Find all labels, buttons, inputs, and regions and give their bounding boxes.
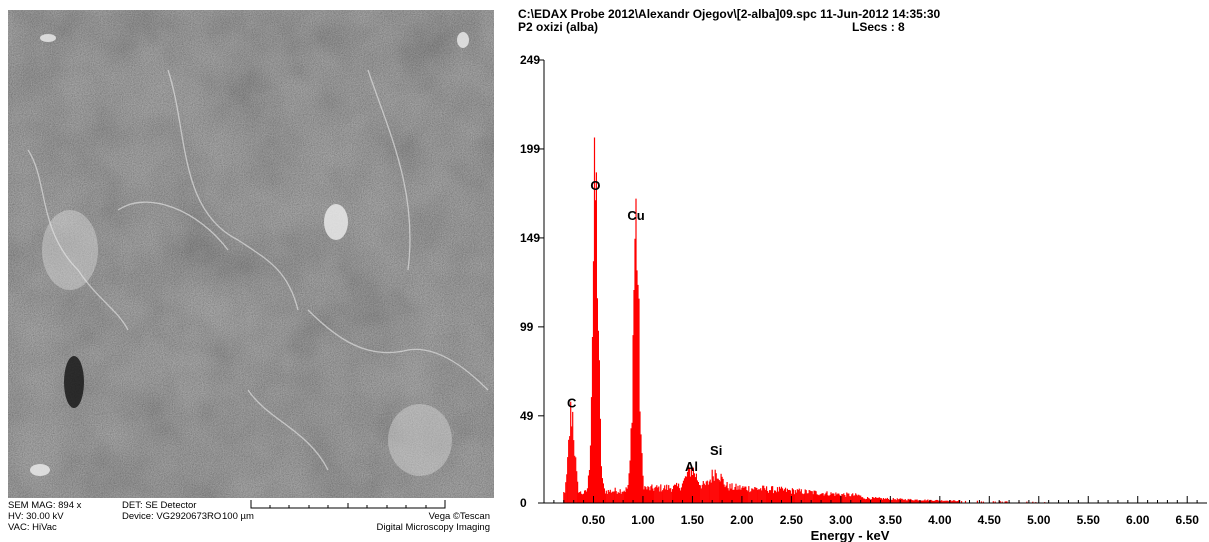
- spectrum-bars: [563, 137, 1046, 503]
- x-tick-label: 6.50: [1176, 513, 1200, 527]
- sem-micrograph: [8, 10, 494, 498]
- peak-label: Si: [710, 443, 722, 458]
- peak-label: Cu: [627, 208, 644, 223]
- y-tick-label: 249: [520, 53, 540, 67]
- sem-panel: SEM MAG: 894 x HV: 30.00 kV VAC: HiVac D…: [8, 10, 494, 542]
- y-tick-label: 199: [520, 142, 540, 156]
- x-tick-label: 5.50: [1077, 513, 1101, 527]
- scale-bar: [250, 500, 446, 509]
- x-axis-title: Energy - keV: [811, 528, 890, 542]
- x-tick-label: 4.00: [928, 513, 952, 527]
- spectrum-header: C:\EDAX Probe 2012\Alexandr Ojegov\[2-al…: [518, 8, 940, 34]
- sem-detector: DET: SE Detector: [122, 500, 197, 511]
- x-tick-label: 5.00: [1027, 513, 1051, 527]
- brand-subtitle: Digital Microscopy Imaging: [376, 522, 490, 533]
- peak-label: Al: [685, 459, 698, 474]
- spectrum-file-path: C:\EDAX Probe 2012\Alexandr Ojegov\[2-al…: [518, 7, 941, 21]
- y-tick-label: 99: [520, 320, 534, 334]
- chart-labels: C O Cu Al Si: [567, 178, 722, 474]
- x-tick-label: 2.00: [730, 513, 754, 527]
- x-tick-label: 2.50: [780, 513, 804, 527]
- x-tick-label: 6.00: [1126, 513, 1150, 527]
- x-tick-label: 4.50: [978, 513, 1002, 527]
- surface-features: [27, 69, 489, 471]
- y-tick-label: 0: [520, 496, 527, 510]
- scale-bar-label: 100 µm: [222, 511, 254, 522]
- sem-hv: HV: 30.00 kV: [8, 511, 64, 522]
- y-tick-label: 149: [520, 231, 540, 245]
- brand-label: Vega ©Tescan: [428, 511, 490, 522]
- spectrum-sample-name: P2 oxizi (alba): [518, 20, 599, 34]
- bright-inclusions: [30, 32, 469, 476]
- sem-vac: VAC: HiVac: [8, 522, 57, 533]
- spectrum-lsecs: LSecs : 8: [852, 20, 905, 34]
- eds-spectrum-chart: 0 49 99 149 199 249 0.50 1.00 1.50 2.00 2.50 3.00 3.…: [520, 53, 1207, 542]
- dark-pit: [64, 356, 84, 408]
- x-tick-label: 0.50: [582, 513, 606, 527]
- peak-label: C: [567, 395, 577, 410]
- chart-axes: 0 49 99 149 199 249 0.50 1.00 1.50 2.00 2.50 3.00 3.…: [520, 53, 1207, 542]
- x-tick-label: 1.50: [681, 513, 705, 527]
- sem-device: Device: VG2920673RO: [122, 511, 222, 522]
- x-tick-label: 1.00: [631, 513, 655, 527]
- y-tick-label: 49: [520, 409, 534, 423]
- peak-label: O: [590, 178, 600, 193]
- sem-mag: SEM MAG: 894 x: [8, 500, 82, 511]
- x-tick-label: 3.00: [829, 513, 853, 527]
- sem-info-bar: SEM MAG: 894 x HV: 30.00 kV VAC: HiVac D…: [8, 500, 494, 542]
- x-tick-label: 3.50: [879, 513, 903, 527]
